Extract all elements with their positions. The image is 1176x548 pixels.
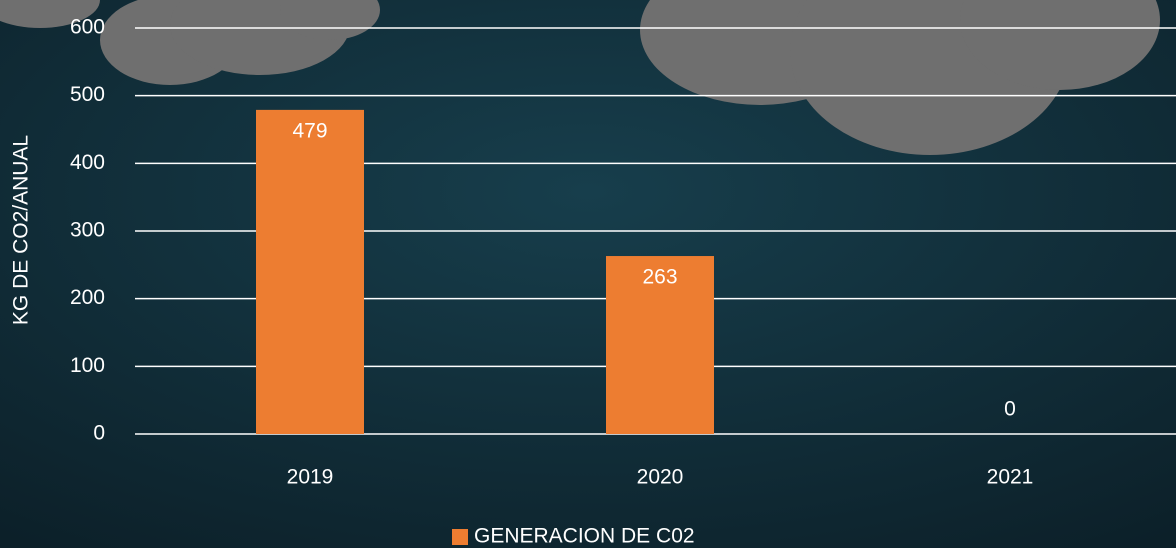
page: KG DE CO2/ANUAL 0 100 200 300 400 500 600 2019 4… [0,0,1176,548]
x-tick-label: 2021 [987,466,1034,489]
x-tick-label: 2020 [637,466,684,489]
y-tick-label: 300 [70,219,105,242]
legend-label: GENERACION DE C02 [474,525,695,548]
y-tick-label: 0 [93,422,105,445]
legend-swatch [452,529,468,545]
x-tick-label: 2019 [287,466,334,489]
y-axis-label: KG DE CO2/ANUAL [10,135,33,325]
y-tick-label: 600 [70,16,105,39]
y-tick-label: 100 [70,354,105,377]
value-label: 479 [292,119,327,142]
y-tick-label: 500 [70,83,105,106]
bar [256,110,364,434]
value-label: 263 [642,266,677,289]
y-tick-label: 200 [70,286,105,309]
y-tick-label: 400 [70,151,105,174]
value-label: 0 [1004,398,1016,421]
chart: KG DE CO2/ANUAL 0 100 200 300 400 500 600 2019 4… [0,0,1176,548]
